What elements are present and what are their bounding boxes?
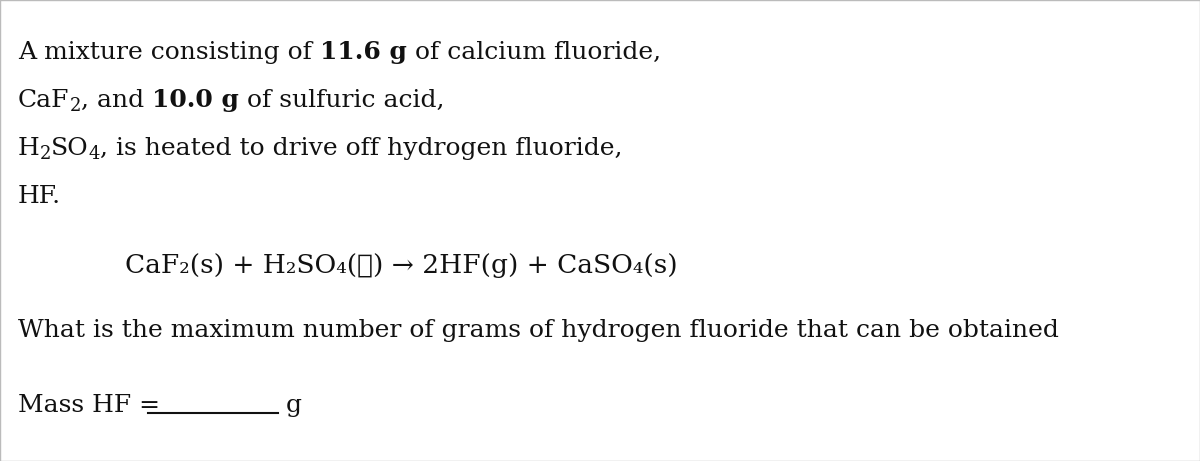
Text: 2: 2 [40, 145, 52, 163]
Text: CaF: CaF [18, 89, 70, 112]
Text: 10.0 g: 10.0 g [152, 88, 239, 112]
Text: , and: , and [80, 89, 152, 112]
Text: A mixture consisting of: A mixture consisting of [18, 41, 320, 64]
Text: HF.: HF. [18, 184, 61, 207]
Text: 2: 2 [70, 97, 80, 115]
Text: 11.6 g: 11.6 g [320, 40, 407, 64]
Text: Mass HF =: Mass HF = [18, 394, 160, 416]
Text: g: g [286, 394, 302, 416]
Text: CaF₂(s) + H₂SO₄(ℓ) → 2HF(g) + CaSO₄(s): CaF₂(s) + H₂SO₄(ℓ) → 2HF(g) + CaSO₄(s) [125, 253, 678, 278]
Text: H: H [18, 136, 40, 160]
Text: What is the maximum number of grams of hydrogen fluoride that can be obtained: What is the maximum number of grams of h… [18, 319, 1058, 342]
Text: of calcium fluoride,: of calcium fluoride, [407, 41, 661, 64]
Text: of sulfuric acid,: of sulfuric acid, [239, 89, 444, 112]
Text: , is heated to drive off hydrogen fluoride,: , is heated to drive off hydrogen fluori… [100, 136, 623, 160]
Text: SO: SO [52, 136, 89, 160]
Text: 4: 4 [89, 145, 100, 163]
